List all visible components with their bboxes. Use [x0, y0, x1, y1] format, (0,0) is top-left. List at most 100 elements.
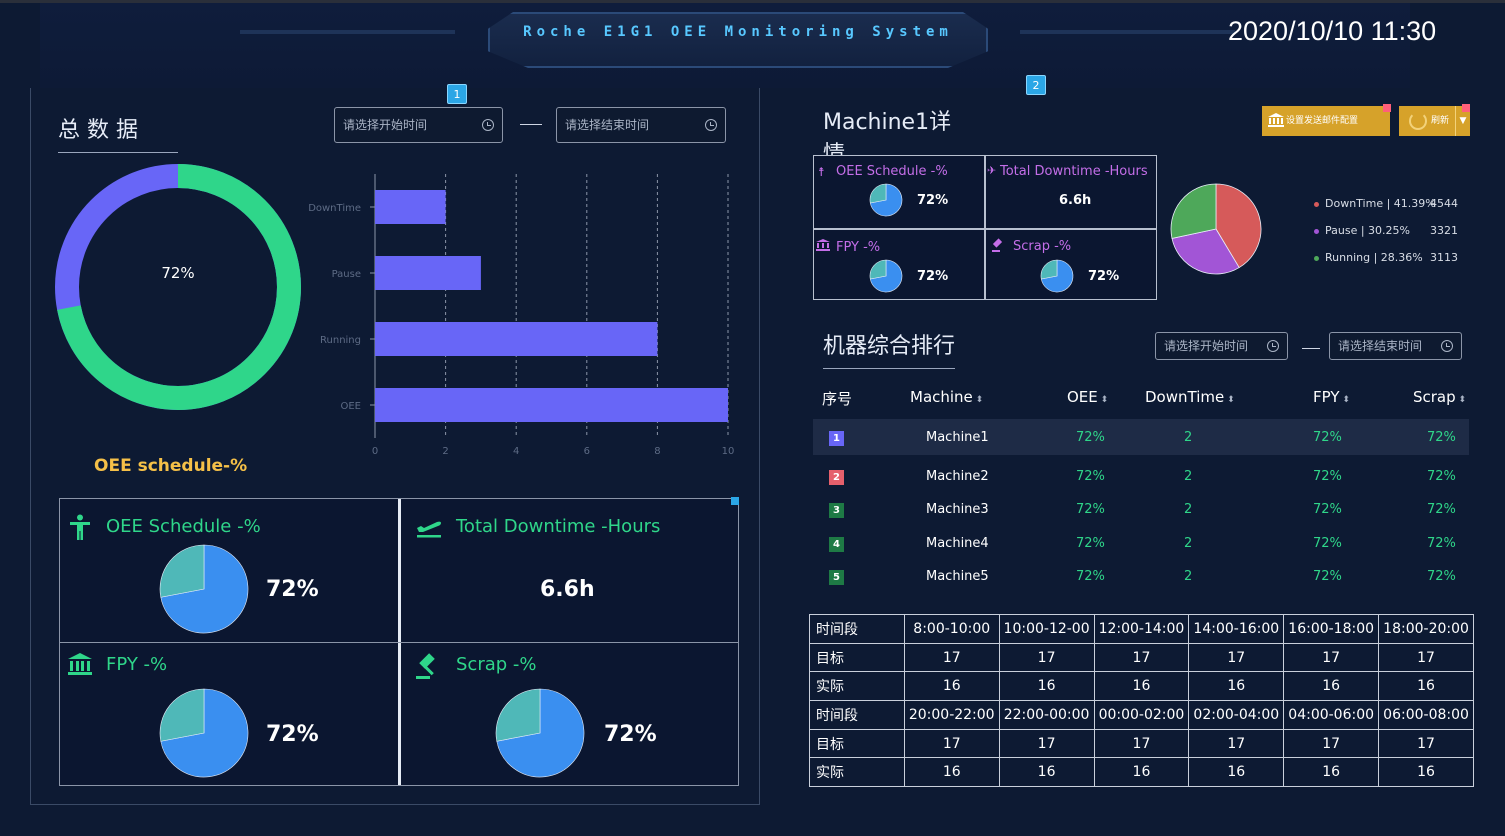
legend-count: 4544	[1430, 197, 1458, 210]
legend-item-pause[interactable]: Pause | 30.25% 3321	[1314, 224, 1484, 237]
shift-cell: 17	[1283, 728, 1380, 759]
person-icon	[70, 514, 90, 540]
ranking-row[interactable]: 3 Machine3 72% 2 72% 72%	[813, 502, 1473, 522]
shift-row-label: 时间段	[809, 700, 905, 730]
rank-machine: Machine5	[926, 569, 989, 584]
donut-value-arc	[55, 164, 301, 410]
detail-scrap-box	[985, 229, 1157, 300]
ranking-title: 机器综合排行	[823, 328, 955, 369]
shift-cell: 16	[903, 757, 1000, 788]
detail-oee-value: 72%	[917, 193, 949, 208]
sort-icon: ⬍	[1224, 395, 1235, 405]
x-tick-label: 4	[513, 446, 519, 457]
summary-start-date-input[interactable]: 请选择开始时间	[334, 107, 503, 143]
summary-title: 总 数 据	[58, 112, 178, 153]
detail-fpy-pie	[869, 259, 903, 293]
legend-item-running[interactable]: Running | 28.36% 3113	[1314, 251, 1484, 264]
shift-cell: 17	[998, 728, 1095, 759]
rank-downtime: 2	[1184, 569, 1193, 584]
rank-scrap: 72%	[1427, 469, 1456, 484]
oee-stat-value: 72%	[266, 577, 319, 602]
shift-table-row: 实际 16 16 16 16 16 16	[809, 757, 1474, 788]
sort-icon: ⬍	[1455, 395, 1467, 405]
pie-slice-value	[496, 688, 585, 778]
rank-downtime: 2	[1184, 469, 1193, 484]
airplane-takeoff-icon: ✈	[987, 164, 997, 177]
top-band	[0, 0, 1505, 3]
pie-slice-remainder	[1040, 259, 1058, 280]
ranking-end-date-input[interactable]: 请选择结束时间	[1329, 332, 1462, 360]
bar-running[interactable]	[375, 322, 658, 356]
bar-pause[interactable]	[375, 256, 481, 290]
rank-oee: 72%	[1076, 430, 1105, 445]
rank-number: 2	[829, 470, 844, 485]
legend-label: Running | 28.36%	[1325, 251, 1423, 264]
status-pie-slice-pause[interactable]	[1171, 228, 1240, 275]
rank-header-oee[interactable]: OEE ⬍	[1067, 388, 1108, 406]
rank-header-machine[interactable]: Machine ⬍	[910, 388, 983, 406]
bar-oee[interactable]	[375, 388, 728, 422]
refresh-label: 刷新	[1431, 116, 1450, 126]
shift-cell: 02:00-04:00	[1188, 700, 1285, 730]
shift-cell: 22:00-00:00	[998, 700, 1095, 730]
refresh-button[interactable]: 刷新	[1399, 106, 1455, 136]
shift-cell: 17	[1378, 728, 1474, 759]
rank-header-scrap[interactable]: Scrap ⬍	[1413, 388, 1466, 406]
detail-downtime-title: Total Downtime -Hours	[1000, 164, 1148, 179]
bar-downtime[interactable]	[375, 190, 446, 224]
rank-fpy: 72%	[1313, 536, 1342, 551]
shift-cell: 14:00-16:00	[1188, 614, 1285, 644]
donut-center-value: 72%	[161, 264, 195, 282]
rank-downtime: 2	[1184, 536, 1193, 551]
bank-icon	[68, 653, 92, 675]
rank-header-scrap-label: Scrap	[1413, 388, 1456, 406]
rank-number: 4	[829, 537, 844, 552]
person-icon: ☨	[818, 165, 825, 179]
detail-fpy-title: FPY -%	[836, 240, 881, 255]
y-tick-label: Pause	[332, 269, 361, 280]
rank-fpy: 72%	[1313, 469, 1342, 484]
shift-cell: 16	[1283, 671, 1380, 702]
badge-1[interactable]: 1	[447, 84, 467, 104]
ranking-row[interactable]: 5 Machine5 72% 2 72% 72%	[813, 569, 1473, 589]
start-date-placeholder: 请选择开始时间	[343, 118, 428, 132]
rank-machine: Machine3	[926, 502, 989, 517]
shift-cell: 16	[903, 671, 1000, 702]
detail-scrap-title: Scrap -%	[1013, 239, 1072, 254]
shift-cell: 16	[1188, 671, 1285, 702]
rank-scrap: 72%	[1427, 536, 1456, 551]
rank-header-no: 序号	[822, 390, 853, 408]
pie-slice-remainder	[869, 259, 887, 280]
ranking-row[interactable]: 2 Machine2 72% 2 72% 72%	[813, 469, 1473, 489]
shift-row-label: 目标	[809, 642, 905, 673]
ranking-start-date-input[interactable]: 请选择开始时间	[1155, 332, 1288, 360]
shift-cell: 16	[1283, 757, 1380, 788]
shift-cell: 17	[998, 642, 1095, 673]
shift-cell: 16	[1093, 757, 1190, 788]
ranking-row[interactable]: 4 Machine4 72% 2 72% 72%	[813, 536, 1473, 556]
status-pie-slice-downtime[interactable]	[1215, 183, 1262, 269]
email-config-button[interactable]: 设置发送邮件配置	[1262, 106, 1390, 136]
legend-item-downtime[interactable]: DownTime | 41.39% 4544	[1314, 197, 1484, 210]
oee-donut-chart	[55, 164, 301, 410]
legend-dot	[1314, 201, 1319, 207]
shift-cell: 04:00-06:00	[1283, 700, 1380, 730]
detail-oee-pie	[869, 183, 903, 217]
date-range-separator	[520, 124, 542, 125]
rank-header-fpy[interactable]: FPY ⬍	[1313, 388, 1350, 406]
sort-icon: ⬍	[1339, 395, 1350, 405]
gavel-icon	[416, 653, 435, 679]
rank-number: 1	[829, 431, 844, 446]
pie-slice-remainder	[495, 688, 541, 742]
shift-cell: 17	[903, 728, 1000, 759]
rank-header-downtime[interactable]: DownTime ⬍	[1145, 388, 1235, 406]
ranking-row[interactable]: 1 Machine1 72% 2 72% 72%	[813, 430, 1473, 450]
badge-2[interactable]: 2	[1026, 75, 1046, 95]
status-pie-slice-running[interactable]	[1170, 183, 1217, 239]
stats-divider-horizontal	[60, 642, 738, 643]
refresh-dropdown-toggle[interactable]: ▼	[1455, 106, 1470, 136]
y-tick-label: DownTime	[308, 203, 361, 214]
shift-cell: 16	[998, 757, 1095, 788]
summary-end-date-input[interactable]: 请选择结束时间	[556, 107, 726, 143]
rank-number: 3	[829, 503, 844, 518]
